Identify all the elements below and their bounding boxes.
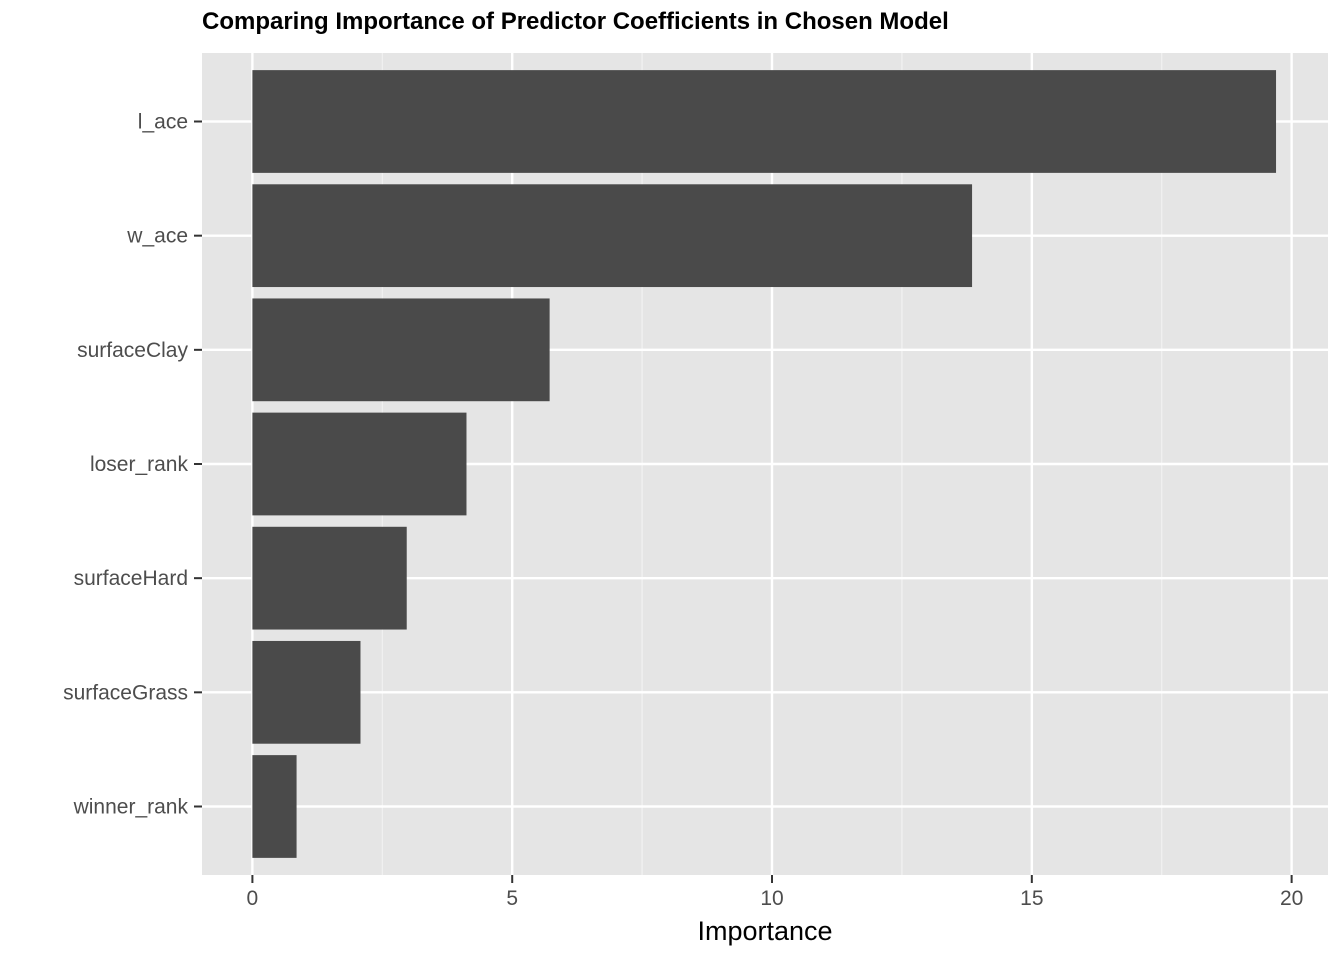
y-tick-label: surfaceGrass	[63, 681, 188, 704]
y-tick-label: w_ace	[126, 225, 188, 248]
y-tick-label: loser_rank	[90, 453, 189, 476]
bar-l-ace	[252, 70, 1277, 173]
bar-surfacehard	[252, 526, 407, 630]
y-tick-label: winner_rank	[73, 796, 189, 819]
y-tick-label: surfaceHard	[74, 567, 188, 590]
bar-w-ace	[252, 184, 973, 288]
x-tick-label: 5	[506, 887, 518, 910]
y-tick-label: l_ace	[138, 111, 188, 134]
chart-title: Comparing Importance of Predictor Coeffi…	[202, 8, 949, 35]
x-tick-label: 20	[1280, 887, 1303, 910]
x-axis-title: Importance	[697, 916, 832, 946]
bar-surfaceclay	[252, 298, 550, 402]
y-tick-label: surfaceClay	[77, 339, 188, 362]
x-tick-label: 0	[247, 887, 259, 910]
x-tick-label: 15	[1020, 887, 1043, 910]
bar-winner-rank	[252, 755, 297, 858]
bar-loser-rank	[252, 412, 467, 516]
bar-surfacegrass	[252, 640, 361, 744]
x-tick-label: 10	[760, 887, 783, 910]
